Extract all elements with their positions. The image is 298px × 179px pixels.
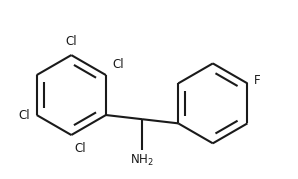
Text: F: F bbox=[254, 74, 261, 87]
Text: Cl: Cl bbox=[18, 108, 30, 122]
Text: NH$_2$: NH$_2$ bbox=[130, 153, 154, 168]
Text: Cl: Cl bbox=[74, 142, 86, 155]
Text: Cl: Cl bbox=[113, 58, 124, 71]
Text: Cl: Cl bbox=[66, 35, 77, 49]
